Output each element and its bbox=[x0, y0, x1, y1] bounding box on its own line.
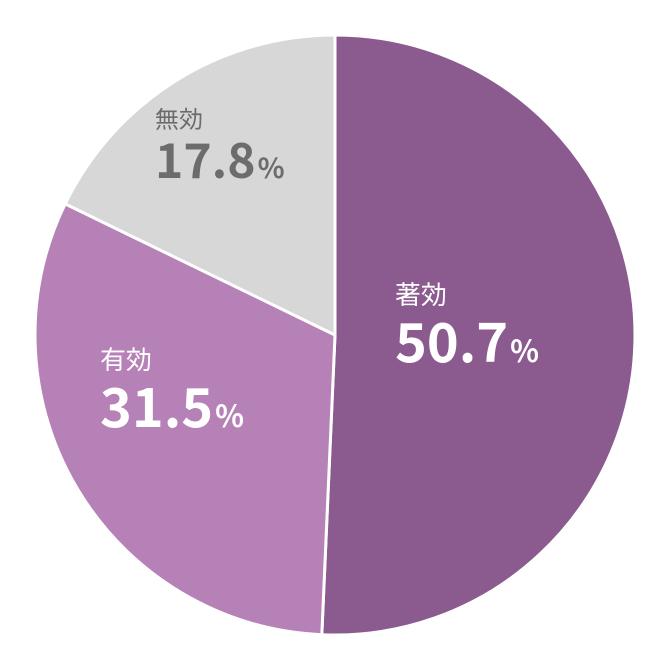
slice-markedly-effective-percent-sign: % bbox=[510, 333, 539, 366]
slice-ineffective-value: 17.8 bbox=[155, 131, 256, 184]
pie-svg bbox=[0, 0, 670, 670]
slice-effective-value: 31.5 bbox=[100, 374, 213, 433]
pie-chart: 著効50.7% 有効31.5% 無効17.8% bbox=[0, 0, 670, 670]
slice-ineffective-label: 無効17.8% bbox=[155, 105, 285, 184]
slice-ineffective-percent-sign: % bbox=[258, 152, 285, 183]
slice-effective-percent-sign: % bbox=[215, 398, 244, 431]
slice-markedly-effective-value: 50.7 bbox=[395, 309, 508, 368]
slice-effective-label: 有効31.5% bbox=[100, 345, 244, 433]
slice-markedly-effective-label: 著効50.7% bbox=[395, 280, 539, 368]
